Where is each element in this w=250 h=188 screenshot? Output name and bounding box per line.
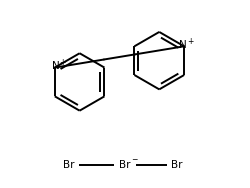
Text: −: −: [131, 155, 137, 164]
Text: +: +: [187, 37, 193, 46]
Text: Br: Br: [119, 160, 131, 170]
Text: N: N: [52, 61, 60, 71]
Text: N: N: [179, 40, 187, 50]
Text: Br: Br: [63, 160, 74, 170]
Text: Br: Br: [171, 160, 182, 170]
Text: +: +: [59, 58, 66, 67]
